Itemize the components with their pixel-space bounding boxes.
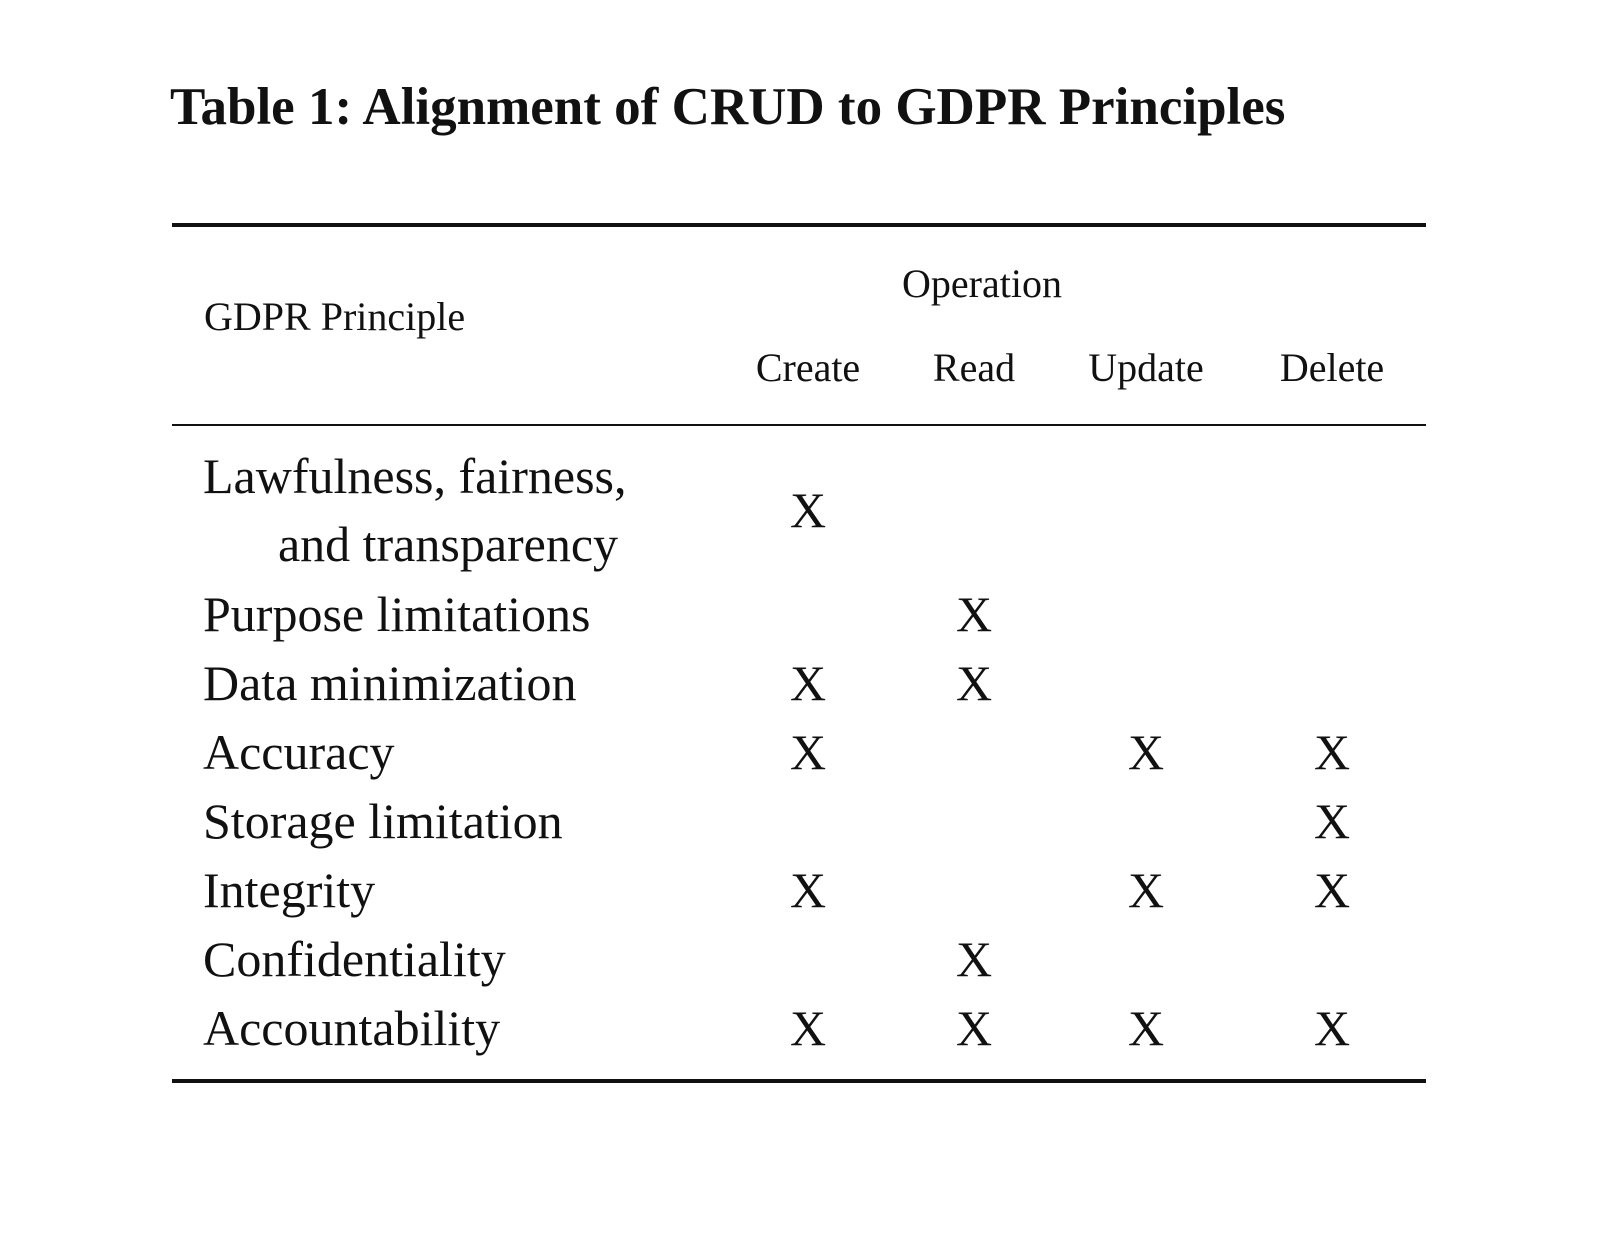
mark-create: X	[789, 862, 827, 918]
principle-cell: Purpose limitations	[203, 586, 591, 642]
principle-cell: Accountability	[203, 1000, 501, 1056]
principle-cell: Confidentiality	[203, 931, 506, 987]
header-read: Read	[932, 345, 1016, 390]
mark-read: X	[955, 586, 993, 642]
top-rule	[172, 223, 1426, 227]
principle-cell-line2: and transparency	[277, 516, 619, 572]
header-gdpr-principle: GDPR Principle	[204, 294, 466, 339]
mark-read: X	[955, 931, 993, 987]
mark-update: X	[1127, 724, 1165, 780]
mark-create: X	[789, 724, 827, 780]
mark-read: X	[955, 1000, 993, 1056]
mark-update: X	[1127, 862, 1165, 918]
mark-update: X	[1127, 1000, 1165, 1056]
mark-delete: X	[1313, 862, 1351, 918]
header-rule	[172, 424, 1426, 426]
principle-cell: Storage limitation	[203, 793, 563, 849]
bottom-rule	[172, 1079, 1426, 1083]
header-create: Create	[755, 345, 861, 390]
table-caption: Table 1: Alignment of CRUD to GDPR Princ…	[170, 78, 1286, 136]
header-operation: Operation	[902, 261, 1062, 306]
mark-delete: X	[1313, 793, 1351, 849]
header-update: Update	[1088, 345, 1204, 390]
principle-cell: Data minimization	[203, 655, 577, 711]
mark-delete: X	[1313, 724, 1351, 780]
principle-cell: Lawfulness, fairness,	[203, 448, 627, 504]
mark-create: X	[789, 655, 827, 711]
mark-create: X	[789, 1000, 827, 1056]
mark-create: X	[789, 482, 827, 538]
principle-cell: Integrity	[203, 862, 376, 918]
mark-delete: X	[1313, 1000, 1351, 1056]
header-delete: Delete	[1279, 345, 1385, 390]
mark-read: X	[955, 655, 993, 711]
principle-cell: Accuracy	[203, 724, 395, 780]
